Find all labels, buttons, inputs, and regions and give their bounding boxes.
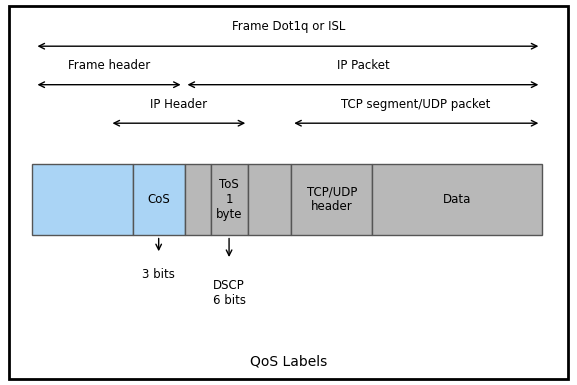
Bar (185, 164, 211, 235)
Text: TCP segment/UDP packet: TCP segment/UDP packet (342, 98, 490, 111)
Text: TCP/UDP
header: TCP/UDP header (306, 185, 357, 213)
Text: IP Packet: IP Packet (336, 59, 389, 72)
Text: ToS
1
byte: ToS 1 byte (216, 178, 242, 221)
FancyBboxPatch shape (9, 6, 568, 379)
Bar (372, 164, 542, 235)
Text: Data: Data (443, 193, 471, 206)
Bar (133, 164, 185, 235)
Text: IP Header: IP Header (150, 98, 208, 111)
Text: Frame header: Frame header (68, 59, 150, 72)
Bar (211, 164, 248, 235)
Text: CoS: CoS (147, 193, 170, 206)
Text: 3 bits: 3 bits (143, 268, 175, 281)
Bar (248, 164, 291, 235)
Text: Frame Dot1q or ISL: Frame Dot1q or ISL (232, 20, 345, 33)
Text: QoS Labels: QoS Labels (250, 355, 327, 369)
Bar (32, 164, 133, 235)
Bar (291, 164, 372, 235)
Text: DSCP
6 bits: DSCP 6 bits (212, 279, 246, 307)
